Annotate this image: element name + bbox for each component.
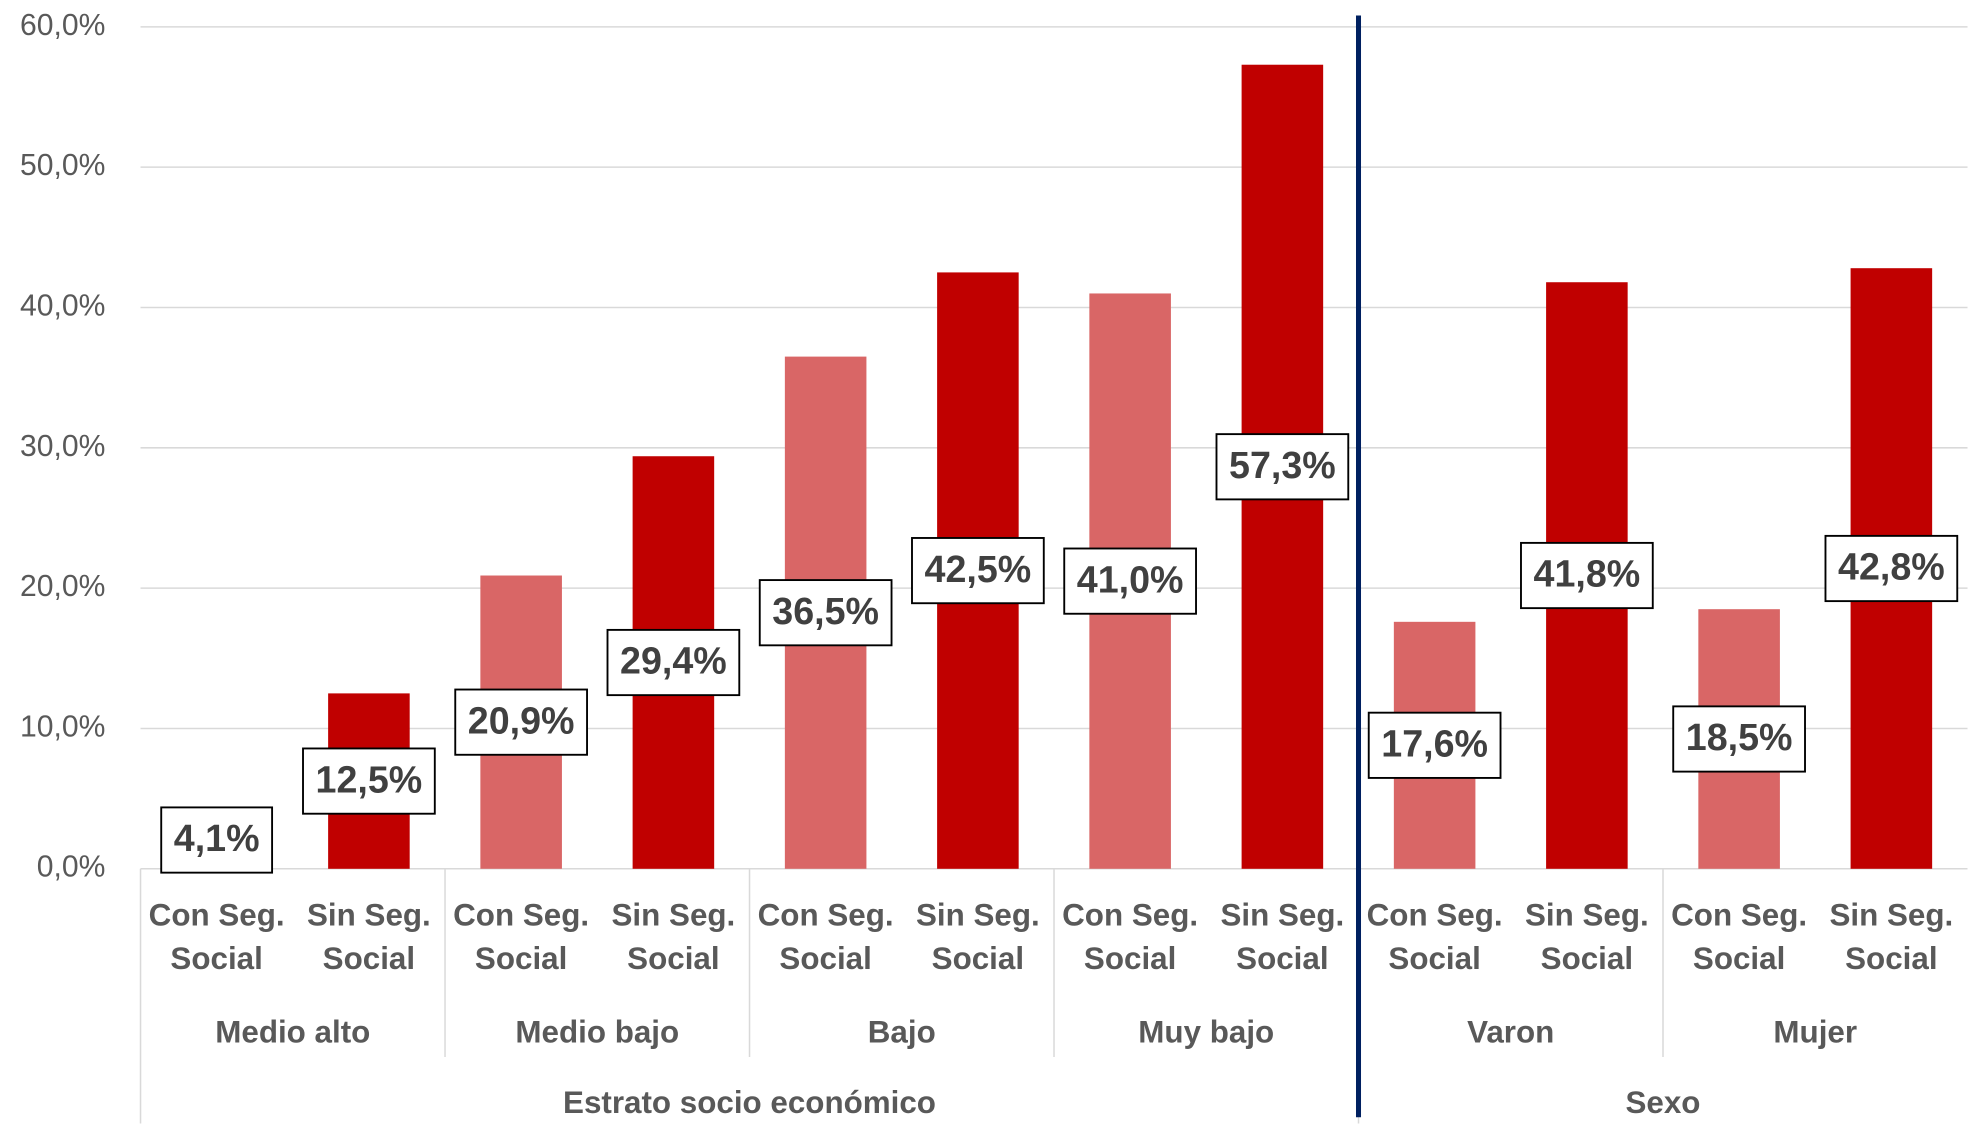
x-tick-label: Con Seg. Social — [757, 897, 894, 977]
data-label-box — [160, 806, 274, 874]
x-tick-label-box: Con Seg. Social — [757, 897, 894, 977]
data-label: 42,8% — [1838, 546, 1945, 588]
y-tick-label: 40,0% — [20, 289, 105, 322]
x-tick-label-box: Con Seg. Social — [1366, 897, 1503, 977]
data-label-box — [1367, 711, 1502, 779]
x-tick-label-box: Sin Seg. Social — [1524, 897, 1649, 977]
data-label-box — [302, 747, 436, 815]
data-label: 36,5% — [772, 590, 879, 632]
x-tick-label-box: Con Seg. Social — [453, 897, 590, 977]
x-tick-label: Sin Seg. Social — [307, 897, 431, 977]
x-tick-label-box: Con Seg. Social — [148, 897, 285, 977]
data-label-box — [1215, 433, 1350, 501]
x-tick-label: Con Seg. Social — [1062, 897, 1199, 977]
group-label: Mujer — [1773, 1015, 1857, 1050]
data-label-box — [1672, 705, 1806, 773]
group-label: Medio alto — [215, 1015, 370, 1050]
y-tick-label: 20,0% — [20, 570, 105, 603]
y-tick-label: 50,0% — [20, 149, 105, 182]
group-label: Muy bajo — [1138, 1015, 1274, 1050]
x-tick-label-box: Sin Seg. Social — [1220, 897, 1345, 977]
super-group-label: Estrato socio económico — [563, 1085, 936, 1120]
data-label-box — [1063, 547, 1197, 615]
data-label: 41,8% — [1534, 553, 1641, 595]
group-label: Medio bajo — [515, 1015, 679, 1050]
super-group-label: Sexo — [1626, 1085, 1701, 1120]
data-label-box — [911, 537, 1045, 605]
x-tick-label: Sin Seg. Social — [611, 897, 736, 977]
data-label-box — [1824, 534, 1959, 603]
x-tick-label: Sin Seg. Social — [1220, 897, 1345, 977]
x-tick-label: Sin Seg. Social — [1829, 897, 1954, 977]
data-label: 41,0% — [1077, 558, 1184, 600]
x-tick-label-box: Sin Seg. Social — [1829, 897, 1954, 977]
data-label: 4,1% — [174, 817, 260, 859]
data-label: 18,5% — [1686, 716, 1793, 758]
x-tick-label: Sin Seg. Social — [915, 897, 1040, 977]
data-label: 42,5% — [925, 548, 1032, 590]
data-label-box — [454, 688, 588, 756]
data-label: 29,4% — [620, 640, 727, 682]
y-tick-label: 10,0% — [20, 710, 105, 743]
x-tick-label: Con Seg. Social — [1671, 897, 1808, 977]
data-label: 12,5% — [316, 758, 423, 800]
x-tick-label: Con Seg. Social — [1366, 897, 1503, 977]
x-tick-label: Con Seg. Social — [148, 897, 285, 977]
x-tick-label-box: Con Seg. Social — [1062, 897, 1199, 977]
y-tick-label: 60,0% — [20, 9, 105, 42]
x-tick-label-box: Sin Seg. Social — [611, 897, 736, 977]
x-tick-label-box: Sin Seg. Social — [915, 897, 1040, 977]
data-label-box — [758, 579, 893, 647]
y-tick-label: 0,0% — [37, 851, 106, 884]
group-label: Bajo — [868, 1015, 936, 1050]
x-tick-label-box: Con Seg. Social — [1671, 897, 1808, 977]
x-tick-label-box: Sin Seg. Social — [307, 897, 431, 977]
x-tick-label: Con Seg. Social — [453, 897, 590, 977]
group-label: Varon — [1467, 1015, 1554, 1050]
data-label-box — [1520, 541, 1654, 610]
x-tick-label: Sin Seg. Social — [1524, 897, 1649, 977]
data-label-box — [606, 628, 741, 697]
y-tick-label: 30,0% — [20, 430, 105, 463]
data-label: 20,9% — [468, 699, 575, 741]
data-label: 57,3% — [1229, 444, 1336, 486]
data-label: 17,6% — [1381, 722, 1488, 764]
